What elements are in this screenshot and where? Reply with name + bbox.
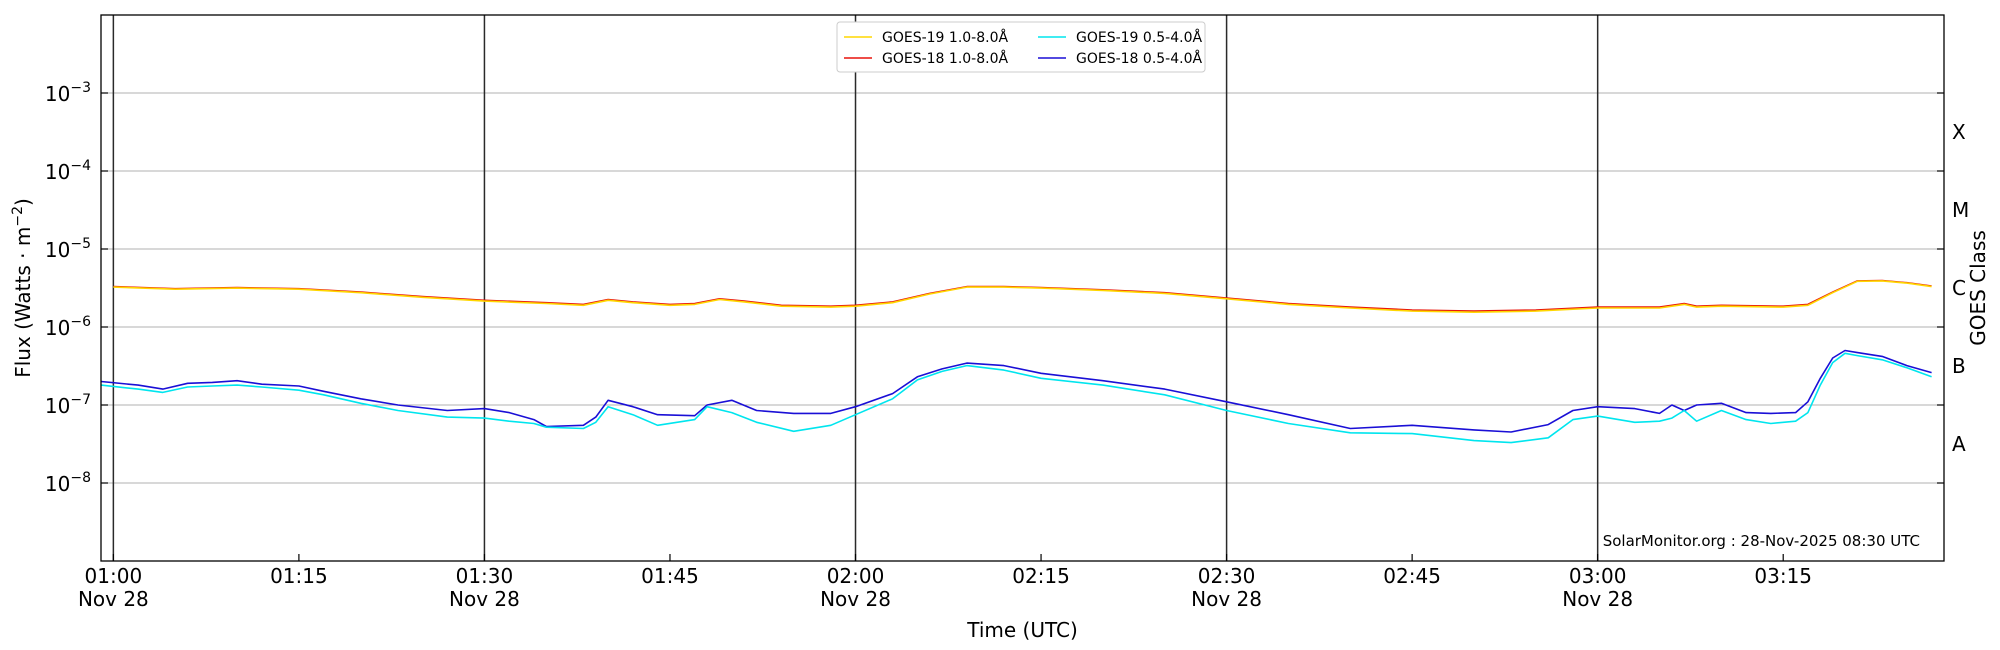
goes-class-label: M xyxy=(1952,198,1969,222)
y-axis-title: Flux (Watts · m−2) xyxy=(10,198,35,378)
series-layer xyxy=(100,279,1932,444)
x-tick-date-label: Nov 28 xyxy=(449,587,520,611)
x-tick-label: 01:30 xyxy=(456,564,514,588)
goes-class-label: A xyxy=(1952,432,1966,456)
x-tick-label: 01:00 xyxy=(85,564,143,588)
credit-label: SolarMonitor.org : 28-Nov-2025 08:30 UTC xyxy=(1603,532,1920,550)
x-tick-label: 03:15 xyxy=(1754,564,1812,588)
grid-lines xyxy=(101,92,1944,484)
x-tick-date-label: Nov 28 xyxy=(1562,587,1633,611)
legend-entry: GOES-18 1.0-8.0Å xyxy=(882,50,1008,67)
x-axis-title: Time (UTC) xyxy=(966,618,1078,642)
y-axis-ticks: 10−8 10−7 10−6 10−5 10−4 10−3 xyxy=(45,80,1944,496)
y-axis-right-title: GOES Class xyxy=(1966,230,1990,346)
x-tick-label: 02:00 xyxy=(827,564,885,588)
vertical-markers xyxy=(112,15,1599,561)
x-tick-date-label: Nov 28 xyxy=(820,587,891,611)
y-tick-label: 10−7 xyxy=(45,392,91,418)
series-line xyxy=(113,279,1932,312)
goes-class-label: X xyxy=(1952,120,1966,144)
legend: GOES-19 1.0-8.0Å GOES-18 1.0-8.0Å GOES-19 … xyxy=(836,21,1206,73)
x-tick-label: 02:15 xyxy=(1012,564,1070,588)
series-line xyxy=(100,349,1932,433)
goes-class-label: C xyxy=(1952,276,1966,300)
legend-entry: GOES-19 0.5-4.0Å xyxy=(1076,29,1202,46)
series-line xyxy=(100,352,1932,444)
plot-frame xyxy=(100,14,1945,562)
x-tick-date-label: Nov 28 xyxy=(78,587,149,611)
x-tick-label: 01:15 xyxy=(270,564,328,588)
legend-entry: GOES-18 0.5-4.0Å xyxy=(1076,50,1202,67)
x-tick-label: 02:30 xyxy=(1198,564,1256,588)
series-line xyxy=(113,280,1932,314)
x-tick-label: 02:45 xyxy=(1383,564,1441,588)
x-tick-label: 03:00 xyxy=(1569,564,1627,588)
y-tick-label: 10−5 xyxy=(45,236,91,262)
legend-entry: GOES-19 1.0-8.0Å xyxy=(882,29,1008,46)
y-tick-label: 10−6 xyxy=(45,314,91,340)
goes-class-label: B xyxy=(1952,354,1966,378)
y-tick-label: 10−8 xyxy=(45,470,91,496)
y-tick-label: 10−3 xyxy=(45,80,91,106)
x-tick-date-label: Nov 28 xyxy=(1191,587,1262,611)
x-tick-label: 01:45 xyxy=(641,564,699,588)
y-tick-label: 10−4 xyxy=(45,158,91,184)
goes-class-labels: A B C M X xyxy=(1952,120,1969,456)
legend-box xyxy=(836,21,1206,73)
